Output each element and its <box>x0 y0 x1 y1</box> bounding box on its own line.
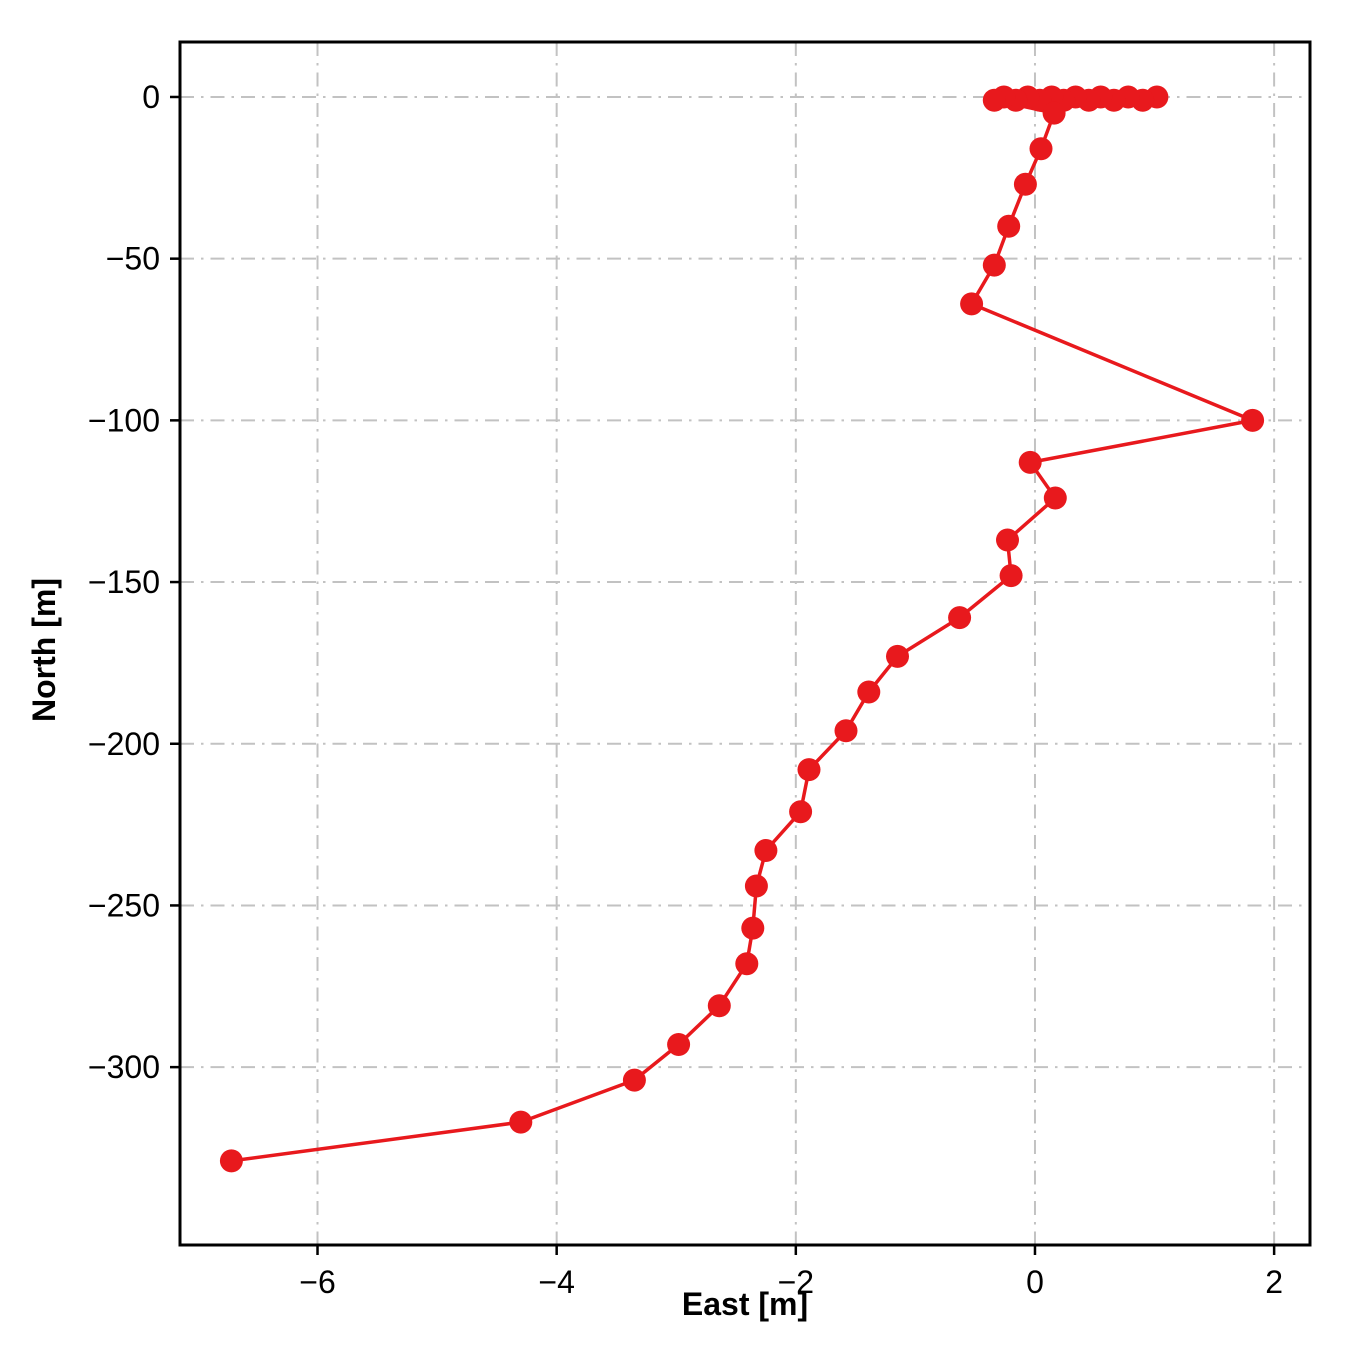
y-tick-label: −300 <box>88 1049 160 1085</box>
trajectory-point <box>1241 408 1265 432</box>
trajectory-point <box>1013 172 1037 196</box>
trajectory-line <box>229 95 1255 1163</box>
trajectory-point <box>1029 137 1053 161</box>
trajectory-point <box>886 644 909 668</box>
x-tick-label: −4 <box>538 1264 574 1300</box>
trajectory-point <box>754 839 778 862</box>
x-tick-label: −6 <box>299 1264 335 1300</box>
x-tick-label: 2 <box>1265 1264 1283 1300</box>
trajectory-point <box>948 606 972 630</box>
trajectory-point <box>996 528 1019 552</box>
trajectory-point <box>1042 101 1066 125</box>
trajectory-point <box>622 1068 646 1092</box>
trajectory-point <box>509 1110 533 1134</box>
x-tick-label: −2 <box>778 1264 814 1300</box>
trajectory-point <box>744 874 768 898</box>
y-tick-label: 0 <box>142 79 160 115</box>
trajectory-point <box>707 994 731 1018</box>
y-tick-label: −250 <box>88 887 160 923</box>
y-axis-label: North [m] <box>26 578 62 722</box>
grid-layer <box>180 42 1310 1245</box>
trajectory-point <box>1018 450 1042 474</box>
trajectory-point <box>667 1033 691 1056</box>
trajectory-point <box>982 88 1006 112</box>
y-tick-label: −200 <box>88 726 160 762</box>
trajectory-point <box>857 680 881 704</box>
y-tick-label: −50 <box>106 241 160 277</box>
trajectory-point <box>1043 486 1067 510</box>
trajectory-point <box>789 800 813 824</box>
plot-border <box>178 40 1312 1247</box>
trajectory-point <box>735 952 759 976</box>
trajectory-point <box>741 916 765 940</box>
trajectory-point <box>960 292 984 316</box>
trajectory-point <box>219 1149 243 1173</box>
axis-layer: −6 −4 −2 0 2 0 −50 −100 −150 −200 −250 −300 <box>88 40 1312 1300</box>
y-tick-label: −100 <box>88 402 160 438</box>
trajectory-point <box>982 253 1006 277</box>
trajectory-point <box>834 719 858 743</box>
trajectory-point <box>797 758 821 782</box>
y-tick-label: −150 <box>88 564 160 600</box>
trajectory-point <box>997 214 1021 238</box>
x-tick-label: 0 <box>1026 1264 1044 1300</box>
data-layer <box>219 85 1265 1173</box>
x-axis-label: East [m] <box>682 1286 808 1322</box>
trajectory-point <box>999 564 1023 588</box>
